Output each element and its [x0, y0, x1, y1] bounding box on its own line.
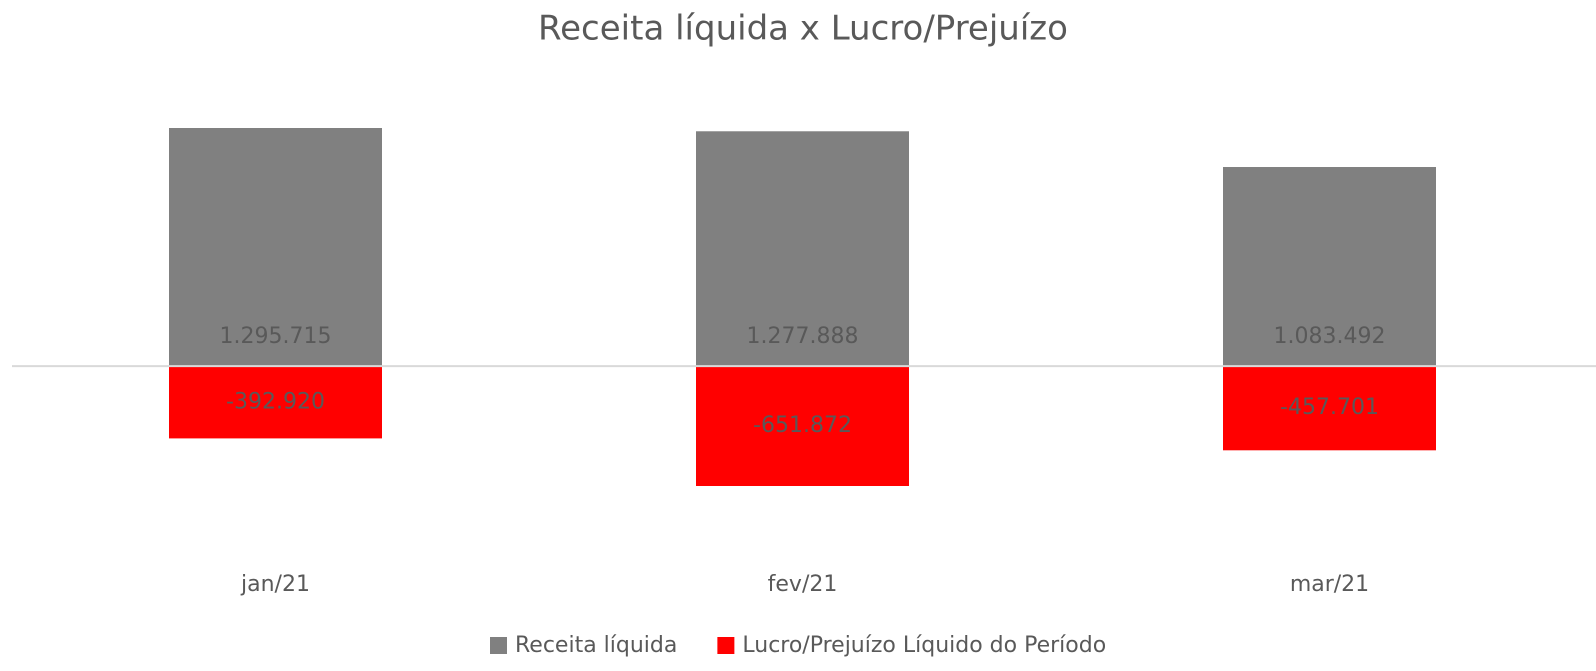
data-label: -457.701	[1280, 395, 1379, 420]
bar	[696, 131, 909, 367]
data-label: -651.872	[753, 413, 852, 438]
bar	[1223, 366, 1436, 451]
bar	[169, 366, 382, 439]
data-label: -392.920	[226, 389, 325, 414]
x-tick-label: mar/21	[1290, 572, 1369, 597]
bar	[1223, 167, 1436, 367]
x-tick-label: jan/21	[240, 572, 310, 597]
chart-title: Receita líquida x Lucro/Prejuízo	[538, 9, 1068, 49]
bar	[696, 366, 909, 486]
bar	[169, 128, 382, 367]
legend-label: Lucro/Prejuízo Líquido do Período	[742, 633, 1106, 658]
data-label: 1.295.715	[220, 324, 332, 349]
legend-label: Receita líquida	[515, 633, 677, 658]
x-tick-label: fev/21	[768, 572, 838, 597]
data-label: 1.277.888	[747, 324, 859, 349]
legend-swatch	[717, 637, 735, 654]
legend-swatch	[490, 637, 507, 654]
data-label: 1.083.492	[1274, 324, 1386, 349]
